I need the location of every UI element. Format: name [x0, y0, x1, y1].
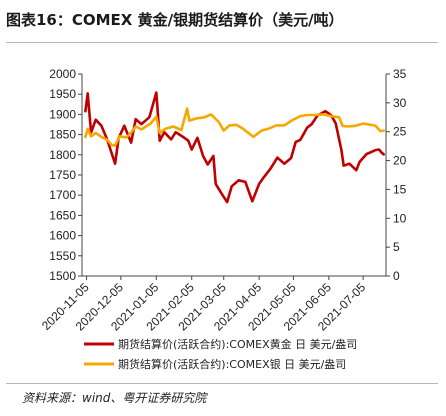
right-tick-label: 15 [393, 182, 407, 196]
right-tick-label: 5 [393, 240, 400, 254]
left-tick-label: 1750 [49, 168, 76, 182]
left-tick-label: 1950 [49, 87, 76, 101]
legend: 期货结算价(活跃合约):COMEX黄金 日 美元/盎司期货结算价(活跃合约):C… [84, 337, 357, 371]
left-tick-label: 1800 [49, 148, 76, 162]
right-tick-label: 25 [393, 125, 407, 139]
left-tick-label: 1700 [49, 188, 76, 202]
right-tick-label: 30 [393, 96, 407, 110]
plot-frame [81, 74, 387, 277]
chart-title: 图表16：COMEX 黄金/银期货结算价（美元/吨） [6, 11, 344, 29]
left-axis: 1500 1550 1600 1650 1700 1750 1800 1850 1900 1950… [49, 67, 82, 283]
left-tick-label: 1900 [49, 107, 76, 121]
left-tick-label: 1850 [49, 128, 76, 142]
left-tick-label: 1650 [49, 208, 76, 222]
source-divider [6, 383, 438, 384]
title-divider [6, 42, 438, 43]
right-tick-label: 10 [393, 211, 407, 225]
legend-label: 期货结算价(活跃合约):COMEX银 日 美元/盎司 [118, 357, 346, 371]
left-tick-label: 1500 [49, 269, 76, 283]
gold-series-line [84, 91, 386, 204]
legend-label: 期货结算价(活跃合约):COMEX黄金 日 美元/盎司 [118, 337, 357, 351]
left-tick-label: 2000 [49, 67, 76, 81]
left-tick-label: 1550 [49, 249, 76, 263]
series-layer [84, 91, 386, 204]
silver-series-line [84, 107, 386, 147]
right-tick-label: 20 [393, 154, 407, 168]
right-tick-label: 0 [393, 269, 400, 283]
x-axis: 2020-11-052020-12-052021-01-052021-02-05… [39, 276, 368, 334]
left-tick-label: 1600 [49, 229, 76, 243]
source-note: 资料来源：wind、粤开证券研究院 [22, 391, 207, 405]
right-tick-label: 35 [393, 67, 407, 81]
right-axis: 0 5 10 15 20 25 30 35 [386, 67, 407, 283]
